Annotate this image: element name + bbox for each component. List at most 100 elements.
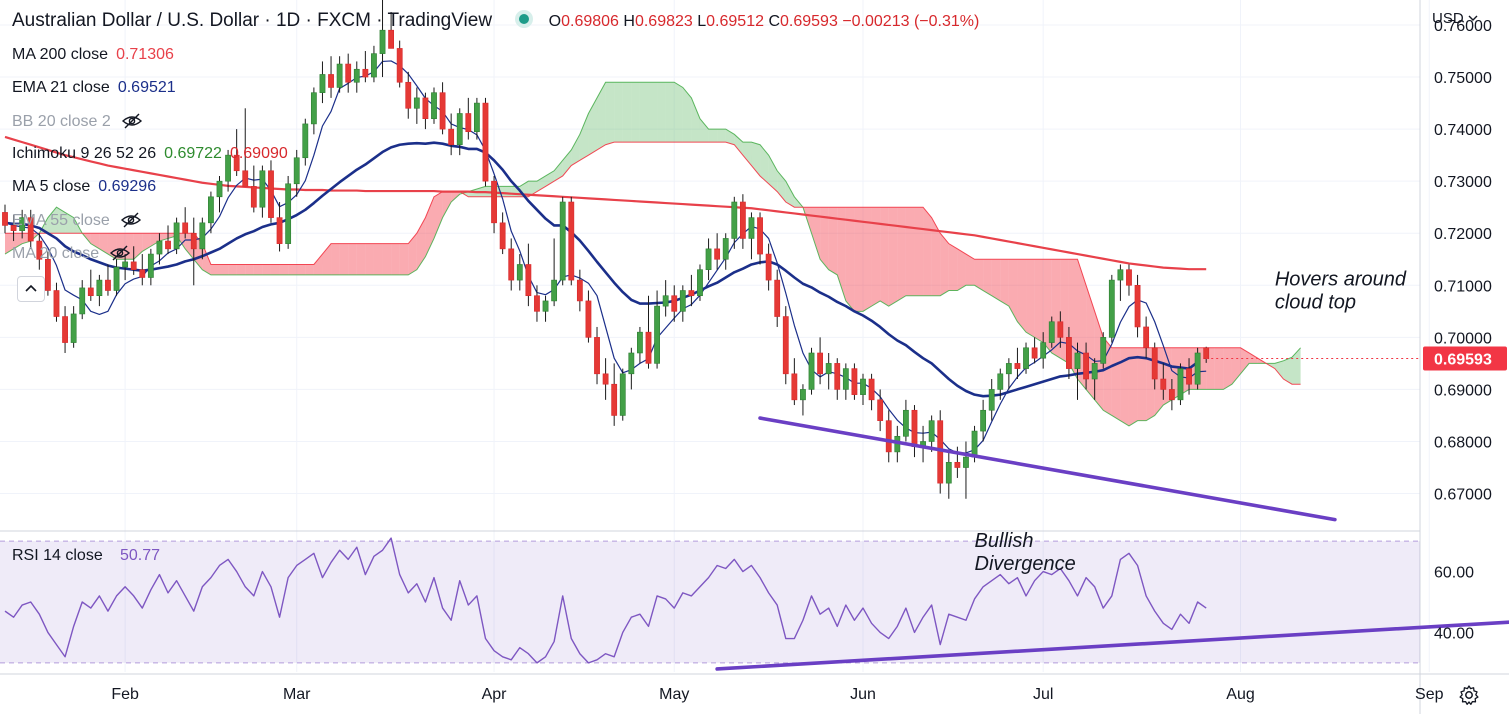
cloud-segment-bearish bbox=[811, 207, 821, 260]
cloud-segment-bullish bbox=[785, 181, 795, 208]
cloud-segment-bearish bbox=[1231, 347, 1241, 385]
candle-bearish bbox=[250, 165, 257, 213]
candlesticks bbox=[2, 0, 1210, 499]
candle-bullish bbox=[293, 149, 300, 197]
candle-bearish bbox=[10, 215, 17, 242]
cloud-segment-bullish bbox=[614, 82, 623, 143]
candle-bullish bbox=[637, 326, 643, 364]
cloud-segment-bullish bbox=[65, 212, 74, 234]
last-price-tag bbox=[1423, 346, 1507, 371]
symbol-title[interactable]: Australian Dollar / U.S. Dollar · 1D · F… bbox=[12, 10, 493, 31]
candle-body bbox=[1066, 337, 1072, 369]
candle-body bbox=[413, 97, 420, 109]
candle-bearish bbox=[190, 217, 197, 286]
cloud-segment-bullish bbox=[47, 207, 57, 234]
candle-bullish bbox=[310, 87, 317, 135]
candle-body bbox=[199, 222, 206, 250]
hidden-eye-icon[interactable] bbox=[120, 211, 142, 229]
candle-body bbox=[611, 383, 618, 416]
indicator-legend-row[interactable]: MA 200 close 0.71306 bbox=[12, 46, 174, 64]
candle-bearish bbox=[585, 290, 592, 343]
candle-body bbox=[928, 420, 935, 442]
open-value: 0.69806 bbox=[561, 13, 619, 30]
cloud-segment-bearish bbox=[897, 207, 906, 301]
rsi-band bbox=[0, 541, 1420, 663]
cloud-segment-bearish bbox=[991, 259, 1001, 301]
currency-selector[interactable]: USD bbox=[1432, 10, 1478, 27]
candle-bullish bbox=[800, 384, 806, 416]
cloud-segment-bearish bbox=[914, 207, 924, 296]
candle-bullish bbox=[654, 290, 660, 369]
candle-body bbox=[1126, 269, 1132, 286]
cloud-segment-bearish bbox=[1000, 259, 1009, 307]
candle-body bbox=[250, 186, 257, 208]
candle-bullish bbox=[1005, 358, 1012, 390]
hidden-eye-icon[interactable] bbox=[121, 112, 143, 130]
close-value: 0.69593 bbox=[780, 13, 838, 30]
leading-span-b-line bbox=[5, 141, 1301, 385]
candle-body bbox=[1100, 337, 1107, 364]
cloud-segment-bullish bbox=[699, 118, 709, 143]
candle-bearish bbox=[328, 56, 334, 98]
candle-body bbox=[1143, 326, 1150, 349]
candle-bearish bbox=[1031, 337, 1038, 364]
indicator-legend-row[interactable]: BB 20 close 2 bbox=[12, 112, 143, 131]
candle-body bbox=[293, 157, 300, 185]
candle-body bbox=[748, 217, 755, 239]
cloud-segment-bullish bbox=[536, 175, 546, 192]
cloud-segment-bearish bbox=[837, 207, 846, 301]
candle-bullish bbox=[1108, 274, 1115, 343]
cloud-segment-bullish bbox=[682, 87, 692, 143]
hidden-eye-icon[interactable] bbox=[109, 244, 131, 262]
candle-body bbox=[842, 368, 849, 390]
candle-body bbox=[885, 420, 892, 453]
indicator-legend-row[interactable]: MA 20 close bbox=[12, 244, 131, 263]
cloud-segment-bearish bbox=[279, 264, 289, 275]
candle-bullish bbox=[216, 175, 223, 213]
candle-body bbox=[10, 225, 17, 231]
indicator-legend-row[interactable]: Ichimoku 9 26 52 26 0.69722 0.69090 bbox=[12, 145, 288, 163]
candle-bearish bbox=[396, 40, 403, 88]
candle-bearish bbox=[233, 129, 240, 176]
candle-body bbox=[516, 264, 523, 281]
candle-body bbox=[147, 253, 154, 278]
candle-body bbox=[902, 409, 909, 437]
candle-bearish bbox=[688, 274, 695, 307]
candle-bullish bbox=[147, 248, 154, 286]
candle-body bbox=[705, 248, 712, 270]
cloud-segment-bearish bbox=[348, 243, 357, 275]
time-tick-label: May bbox=[659, 686, 689, 703]
chevron-down-icon bbox=[1468, 15, 1478, 21]
candle-body bbox=[559, 201, 566, 281]
rsi-tick-label: 60.00 bbox=[1434, 565, 1474, 582]
candle-bullish bbox=[997, 368, 1004, 400]
candle-bearish bbox=[482, 97, 489, 187]
candle-body bbox=[53, 290, 60, 317]
candle-bullish bbox=[379, 0, 386, 78]
indicator-label: EMA 21 close bbox=[12, 79, 110, 96]
market-status-icon bbox=[519, 14, 530, 24]
axes: 0.76000 0.75000 0.74000 0.73000 0.72000 0.710… bbox=[111, 18, 1507, 703]
candle-bullish bbox=[199, 217, 206, 260]
candle-body bbox=[1040, 342, 1047, 359]
candle-body bbox=[242, 170, 249, 187]
candle-bullish bbox=[1074, 342, 1081, 400]
candle-bearish bbox=[765, 243, 772, 291]
change-value: −0.00213 (−0.31%) bbox=[842, 13, 980, 30]
cloud-segment-bearish bbox=[828, 207, 838, 275]
chart-settings-button[interactable] bbox=[1458, 684, 1480, 711]
indicator-legend-row[interactable]: MA 5 close 0.69296 bbox=[12, 178, 156, 196]
cloud-segment-bearish bbox=[1017, 259, 1027, 333]
cloud-segment-bearish bbox=[434, 191, 443, 239]
candle-body bbox=[499, 222, 506, 250]
symbol-header[interactable]: Australian Dollar / U.S. Dollar · 1D · F… bbox=[12, 10, 979, 32]
candle-body bbox=[765, 253, 772, 281]
indicator-legend-row[interactable]: EMA 21 close 0.69521 bbox=[12, 79, 176, 97]
indicator-legend-row[interactable]: EMA 55 close bbox=[12, 211, 142, 230]
candle-bullish bbox=[551, 238, 558, 307]
candle-bearish bbox=[345, 53, 352, 93]
candle-bearish bbox=[105, 264, 111, 296]
collapse-legend-button[interactable] bbox=[17, 276, 45, 302]
ma-200-close-line bbox=[4, 135, 1207, 271]
